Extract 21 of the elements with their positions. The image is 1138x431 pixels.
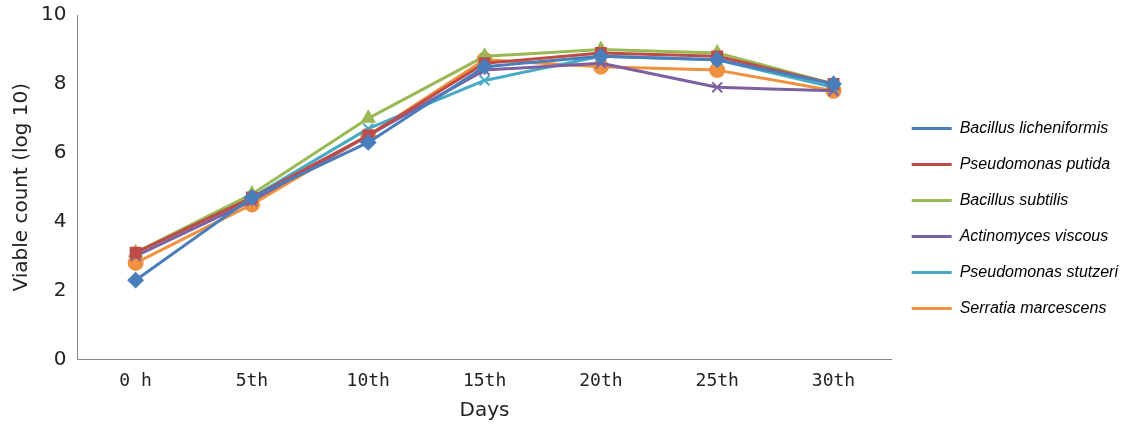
- y-tick-label: 4: [53, 207, 67, 232]
- y-axis-title: Viable count (log 10): [8, 82, 33, 292]
- legend-label: Serratia marcescens: [959, 298, 1107, 316]
- x-tick-label: 5th: [235, 368, 269, 390]
- legend-label: Actinomyces viscous: [958, 226, 1109, 244]
- legend-label: Pseudomonas putida: [959, 154, 1111, 172]
- legend-label: Bacillus subtilis: [959, 190, 1069, 208]
- y-tick-label: 8: [53, 70, 67, 95]
- x-tick-label: 30th: [811, 368, 856, 390]
- x-tick-label: 0 h: [119, 368, 152, 390]
- y-tick-label: 2: [53, 276, 67, 301]
- x-tick-label: 25th: [695, 368, 739, 390]
- x-tick-label: 15th: [462, 368, 507, 390]
- x-tick-label: 20th: [579, 368, 623, 390]
- legend-label: Bacillus licheniformis: [959, 118, 1109, 136]
- x-tick-label: 10th: [346, 368, 390, 390]
- y-tick-label: 6: [53, 138, 67, 163]
- legend-label: Pseudomonas stutzeri: [959, 262, 1119, 280]
- x-axis-title: Days: [459, 397, 510, 422]
- y-tick-label: 0: [53, 345, 67, 370]
- y-tick-label: 10: [41, 1, 67, 26]
